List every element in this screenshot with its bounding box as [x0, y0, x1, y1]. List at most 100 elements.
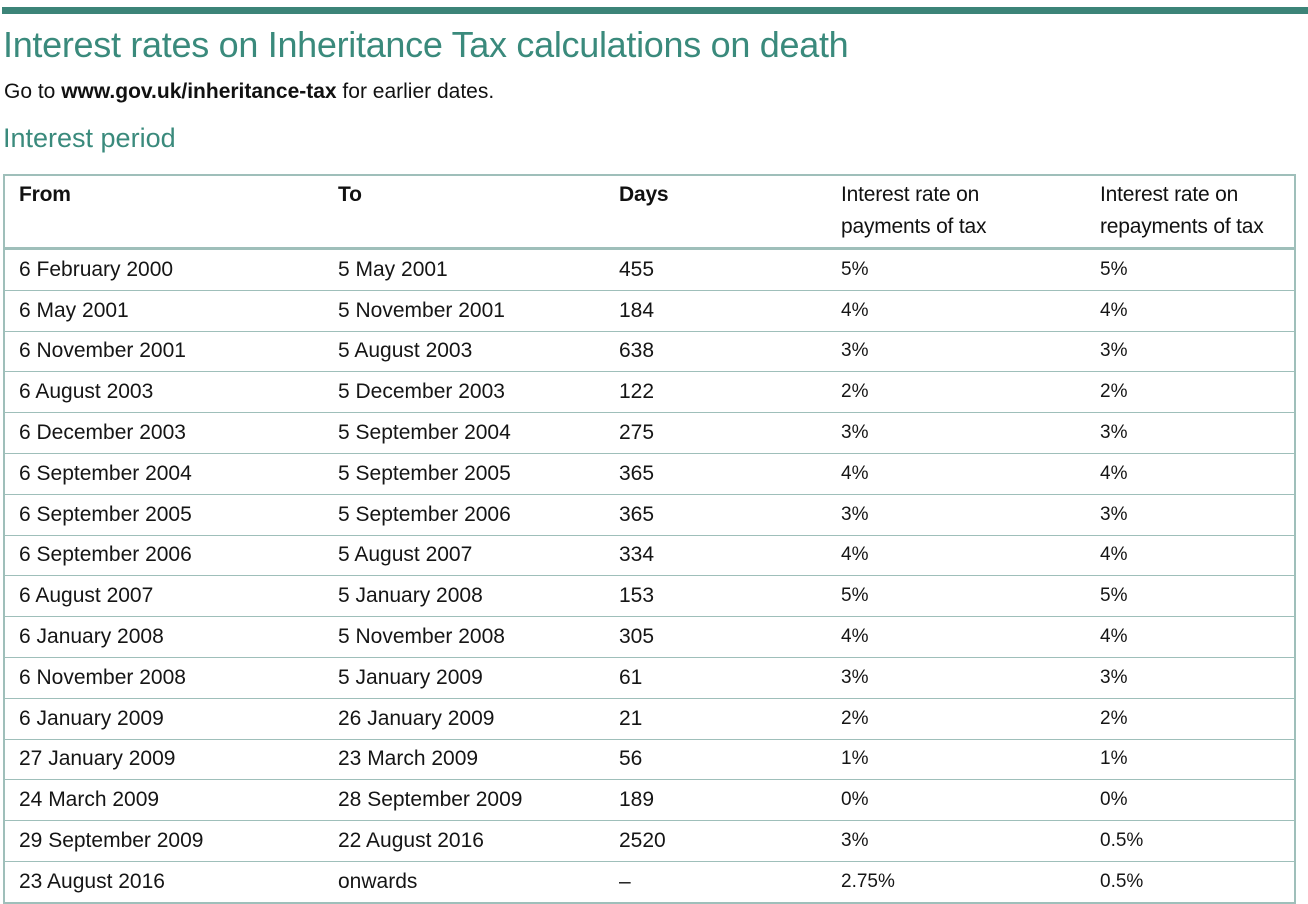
cell-to: 23 March 2009 — [324, 739, 605, 781]
cell-payments-rate: 4% — [827, 453, 1086, 495]
table-body: 6 February 2000 5 May 2001 455 5% 5% 6 May 20… — [5, 248, 1294, 902]
cell-repayments-rate: 3% — [1086, 494, 1294, 536]
cell-days: 21 — [605, 698, 827, 740]
cell-repayments-rate: 2% — [1086, 371, 1294, 414]
table-row: 6 January 2009 26 January 2009 21 2% 2% — [5, 698, 1294, 740]
table-row: 6 February 2000 5 May 2001 455 5% 5% — [5, 248, 1294, 291]
cell-repayments-rate: 4% — [1086, 616, 1294, 658]
cell-from: 6 December 2003 — [5, 412, 324, 454]
cell-payments-rate: 4% — [827, 616, 1086, 658]
cell-repayments-rate: 3% — [1086, 412, 1294, 454]
cell-payments-rate: 4% — [827, 290, 1086, 332]
cell-payments-rate: 5% — [827, 248, 1086, 291]
cell-to: 5 May 2001 — [324, 248, 605, 291]
cell-payments-rate: 1% — [827, 739, 1086, 781]
cell-repayments-rate: 3% — [1086, 331, 1294, 373]
header-to: To — [324, 176, 605, 250]
section-heading: Interest period — [3, 123, 176, 153]
cell-from: 6 August 2003 — [5, 371, 324, 414]
cell-days: 184 — [605, 290, 827, 332]
cell-to: 5 September 2006 — [324, 494, 605, 536]
cell-payments-rate: 2% — [827, 698, 1086, 740]
cell-days: – — [619, 869, 631, 893]
cell-from: 6 February 2000 — [5, 248, 324, 291]
table-row: 6 September 2005 5 September 2006 365 3% 3% — [5, 494, 1294, 536]
cell-from: 6 May 2001 — [5, 290, 324, 332]
cell-payments-rate: 4% — [827, 535, 1086, 577]
cell-days: 365 — [605, 494, 827, 536]
cell-repayments-rate: 4% — [1086, 290, 1294, 332]
cell-repayments-rate: 0% — [1086, 779, 1294, 822]
table-row: 6 August 2003 5 December 2003 122 2% 2% — [5, 371, 1294, 414]
header-repayments-line1: Interest rate on — [1100, 183, 1239, 206]
cell-repayments-rate: 4% — [1086, 535, 1294, 577]
cell-days: 638 — [605, 331, 827, 373]
cell-from: 6 November 2008 — [5, 657, 324, 699]
cell-days: 455 — [605, 248, 827, 291]
cell-days: 334 — [605, 535, 827, 577]
cell-payments-rate: 3% — [827, 494, 1086, 536]
cell-days: 122 — [605, 371, 827, 414]
table-row: 6 November 2008 5 January 2009 61 3% 3% — [5, 657, 1294, 699]
cell-payments-rate: 3% — [827, 657, 1086, 699]
cell-repayments-rate: 0.5% — [1086, 820, 1294, 862]
cell-from: 29 September 2009 — [5, 820, 324, 862]
table-header-row: From To Days Interest rate on payments of… — [5, 176, 1294, 250]
intro-suffix: for earlier dates. — [336, 80, 495, 103]
cell-payments-rate: 2.75% — [841, 870, 895, 892]
cell-days: 365 — [605, 453, 827, 495]
cell-to: 26 January 2009 — [324, 698, 605, 740]
cell-to: 5 September 2005 — [324, 453, 605, 495]
cell-to: 5 August 2007 — [324, 535, 605, 577]
gov-uk-link[interactable]: www.gov.uk/inheritance-tax — [61, 80, 337, 103]
cell-repayments-rate: 3% — [1086, 657, 1294, 699]
cell-from: 6 September 2005 — [5, 494, 324, 536]
intro-text: Go to www.gov.uk/inheritance-tax for ear… — [4, 78, 494, 106]
header-from: From — [5, 176, 324, 250]
cell-payments-rate: 5% — [827, 575, 1086, 618]
cell-to: 5 January 2008 — [324, 575, 605, 618]
cell-days: 2520 — [605, 820, 827, 862]
cell-from: 24 March 2009 — [5, 779, 324, 822]
table-row: 6 September 2006 5 August 2007 334 4% 4% — [5, 535, 1294, 577]
cell-days: 275 — [605, 412, 827, 454]
table-row: 6 December 2003 5 September 2004 275 3% 3% — [5, 412, 1294, 454]
cell-days: 189 — [605, 779, 827, 822]
cell-payments-rate: 3% — [827, 331, 1086, 373]
intro-prefix: Go to — [4, 80, 62, 103]
cell-repayments-rate: 0.5% — [1100, 870, 1144, 892]
cell-days: 153 — [605, 575, 827, 618]
cell-to: onwards — [338, 869, 418, 893]
table-row: 6 September 2004 5 September 2005 365 4% 4% — [5, 453, 1294, 495]
cell-from: 6 September 2006 — [5, 535, 324, 577]
cell-from: 6 January 2008 — [5, 616, 324, 658]
cell-repayments-rate: 1% — [1086, 739, 1294, 781]
page-title: Interest rates on Inheritance Tax calcul… — [3, 24, 849, 65]
cell-from: 23 August 2016 — [19, 869, 165, 893]
cell-to: 22 August 2016 — [324, 820, 605, 862]
cell-payments-rate: 3% — [827, 412, 1086, 454]
cell-repayments-rate: 5% — [1086, 575, 1294, 618]
cell-from: 27 January 2009 — [5, 739, 324, 781]
table-row: 6 November 2001 5 August 2003 638 3% 3% — [5, 331, 1294, 373]
table-row: 6 May 2001 5 November 2001 184 4% 4% — [5, 290, 1294, 332]
header-payments-line2: payments of tax — [841, 215, 987, 238]
table-row: 27 January 2009 23 March 2009 56 1% 1% — [5, 739, 1294, 781]
cell-payments-rate: 2% — [827, 371, 1086, 414]
cell-from: 6 January 2009 — [5, 698, 324, 740]
table-row: 6 August 2007 5 January 2008 153 5% 5% — [5, 575, 1294, 618]
cell-payments-rate: 3% — [827, 820, 1086, 862]
cell-payments-rate: 0% — [827, 779, 1086, 822]
header-payments-line1: Interest rate on — [841, 183, 980, 206]
cell-to: 5 November 2008 — [324, 616, 605, 658]
table-row: 29 September 2009 22 August 2016 2520 3% 0.5… — [5, 820, 1294, 862]
interest-rates-table: From To Days Interest rate on payments of… — [3, 174, 1296, 904]
header-repayments-rate: Interest rate on repayments of tax — [1086, 176, 1294, 250]
header-days: Days — [605, 176, 827, 250]
cell-days: 305 — [605, 616, 827, 658]
cell-to: 5 August 2003 — [324, 331, 605, 373]
rates-table: From To Days Interest rate on payments of… — [5, 176, 1294, 902]
table-row: 24 March 2009 28 September 2009 189 0% 0% — [5, 779, 1294, 822]
cell-repayments-rate: 5% — [1086, 248, 1294, 291]
cell-from: 6 November 2001 — [5, 331, 324, 373]
